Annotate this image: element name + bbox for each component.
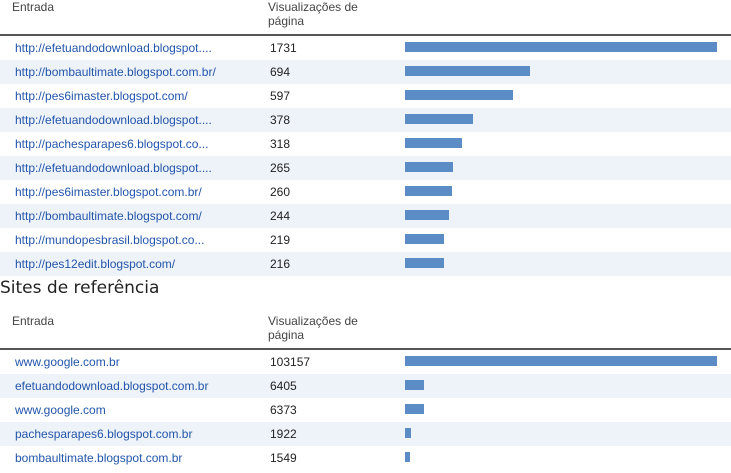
bar-track: [405, 66, 717, 76]
table-row: http://bombaultimate.blogspot.com/244: [0, 204, 731, 228]
pageview-bar: [405, 428, 411, 438]
pageview-bar: [405, 66, 530, 76]
table-row: www.google.com 6373: [0, 398, 731, 422]
entry-link[interactable]: http://pes6imaster.blogspot.com/: [15, 89, 188, 103]
bar-track: [405, 162, 717, 172]
pageview-count: 694: [270, 65, 291, 79]
table-row: http://pes12edit.blogspot.com/216: [0, 252, 731, 276]
bar-track: [405, 138, 717, 148]
table-body: http://efetuandodownload.blogspot.... 173…: [0, 36, 731, 276]
pageview-count: 1549: [270, 451, 297, 465]
pageview-bar: [405, 258, 444, 268]
bar-track: [405, 258, 717, 268]
bar-track: [405, 186, 717, 196]
pageview-count: 103157: [270, 355, 311, 369]
bar-track: [405, 90, 717, 100]
pageview-count: 219: [270, 233, 291, 247]
bar-track: [405, 356, 717, 366]
table-header: Entrada Visualizações de página: [0, 0, 731, 36]
entry-link[interactable]: http://efetuandodownload.blogspot....: [15, 161, 212, 175]
table-row: bombaultimate.blogspot.com.br 1549: [0, 446, 731, 470]
pageview-count: 216: [270, 257, 291, 271]
entry-link[interactable]: www.google.com: [15, 403, 106, 417]
entry-link[interactable]: http://pachesparapes6.blogspot.co...: [15, 137, 209, 151]
bar-track: [405, 452, 717, 462]
pageview-bar: [405, 210, 449, 220]
entry-link[interactable]: www.google.com.br: [15, 355, 120, 369]
pageview-count: 597: [270, 89, 291, 103]
pageview-bar: [405, 452, 410, 462]
pageview-count: 378: [270, 113, 291, 127]
column-header-entry[interactable]: Entrada: [12, 314, 55, 328]
pageview-count: 260: [270, 185, 291, 199]
pageview-bar: [405, 234, 444, 244]
entry-link[interactable]: http://efetuandodownload.blogspot....: [15, 41, 212, 55]
pageview-count: 1731: [270, 41, 297, 55]
pageview-count: 265: [270, 161, 291, 175]
table-header: Entrada Visualizações de página: [0, 314, 731, 350]
top-pages-table: Entrada Visualizações de página http://e…: [0, 0, 731, 276]
pageview-bar: [405, 138, 462, 148]
pageview-bar: [405, 404, 424, 414]
bar-track: [405, 234, 717, 244]
entry-link[interactable]: http://bombaultimate.blogspot.com.br/: [15, 65, 216, 79]
column-header-views[interactable]: Visualizações de página: [268, 0, 358, 28]
pageview-count: 6373: [270, 403, 297, 417]
table-body: www.google.com.br 103157 efetuandodownload…: [0, 350, 731, 470]
entry-link[interactable]: http://bombaultimate.blogspot.com/: [15, 209, 202, 223]
referrers-table: Entrada Visualizações de página www.goog…: [0, 314, 731, 470]
table-row: http://efetuandodownload.blogspot.... 265: [0, 156, 731, 180]
bar-track: [405, 114, 717, 124]
table-row: http://mundopesbrasil.blogspot.co... 219: [0, 228, 731, 252]
pageview-count: 6405: [270, 379, 297, 393]
table-row: http://pachesparapes6.blogspot.co... 318: [0, 132, 731, 156]
pageview-bar: [405, 42, 717, 52]
bar-track: [405, 428, 717, 438]
pageview-bar: [405, 356, 717, 366]
entry-link[interactable]: http://pes6imaster.blogspot.com.br/: [15, 185, 202, 199]
table-row: http://bombaultimate.blogspot.com.br/694: [0, 60, 731, 84]
entry-link[interactable]: efetuandodownload.blogspot.com.br: [15, 379, 209, 393]
table-row: efetuandodownload.blogspot.com.br 6405: [0, 374, 731, 398]
section-title-referrers: Sites de referência: [0, 278, 160, 298]
pageview-bar: [405, 114, 473, 124]
table-row: http://efetuandodownload.blogspot.... 378: [0, 108, 731, 132]
column-header-entry[interactable]: Entrada: [12, 0, 55, 14]
bar-track: [405, 210, 717, 220]
bar-track: [405, 42, 717, 52]
entry-link[interactable]: http://mundopesbrasil.blogspot.co...: [15, 233, 205, 247]
bar-track: [405, 380, 717, 390]
column-header-views[interactable]: Visualizações de página: [268, 314, 358, 342]
pageview-count: 1922: [270, 427, 297, 441]
table-row: http://pes6imaster.blogspot.com.br/260: [0, 180, 731, 204]
pageview-bar: [405, 90, 513, 100]
entry-link[interactable]: bombaultimate.blogspot.com.br: [15, 451, 183, 465]
pageview-bar: [405, 186, 452, 196]
pageview-bar: [405, 162, 453, 172]
pageview-bar: [405, 380, 424, 390]
table-row: http://efetuandodownload.blogspot.... 173…: [0, 36, 731, 60]
table-row: www.google.com.br 103157: [0, 350, 731, 374]
entry-link[interactable]: http://efetuandodownload.blogspot....: [15, 113, 212, 127]
entry-link[interactable]: pachesparapes6.blogspot.com.br: [15, 427, 193, 441]
table-row: pachesparapes6.blogspot.com.br 1922: [0, 422, 731, 446]
pageview-count: 244: [270, 209, 291, 223]
bar-track: [405, 404, 717, 414]
pageview-count: 318: [270, 137, 291, 151]
table-row: http://pes6imaster.blogspot.com/597: [0, 84, 731, 108]
entry-link[interactable]: http://pes12edit.blogspot.com/: [15, 257, 176, 271]
